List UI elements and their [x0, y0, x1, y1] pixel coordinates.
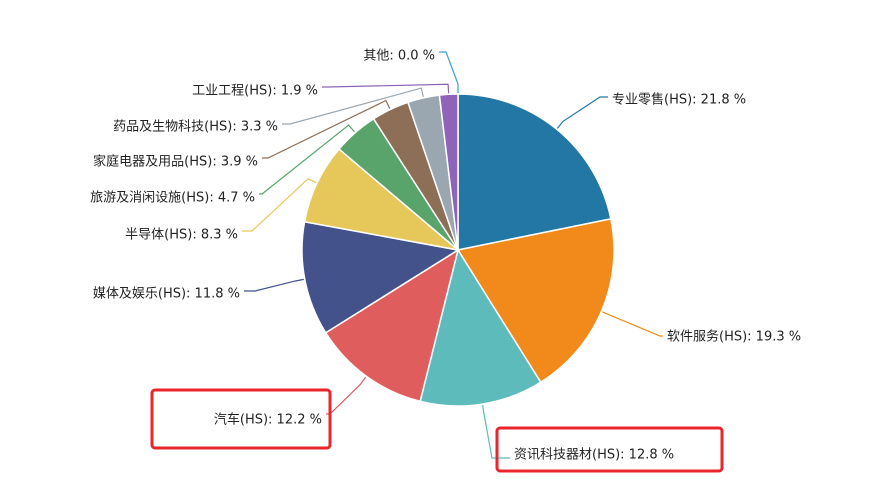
slice-label-3: 汽车(HS): 12.2 %: [214, 412, 322, 428]
slice-label-10: 其他: 0.0 %: [363, 49, 435, 64]
leader-lines: [242, 51, 663, 459]
highlight-box-0: [150, 388, 332, 450]
pie-slice-3: [324, 248, 460, 403]
slice-label-5: 半导体(HS): 8.3 %: [125, 228, 238, 243]
leader-line-0: [556, 96, 608, 129]
pie-slice-4: [301, 220, 461, 334]
leader-line-6: [259, 124, 355, 195]
slice-label-9: 工业工程(HS): 1.9 %: [192, 84, 318, 99]
leader-line-2: [482, 405, 510, 459]
slice-label-8: 药品及生物科技(HS): 3.3 %: [113, 120, 278, 135]
highlight-box-1: [495, 426, 724, 473]
leader-line-10: [439, 51, 459, 93]
slice-label-1: 软件服务(HS): 19.3 %: [667, 329, 801, 345]
highlight-boxes: [150, 388, 724, 473]
pie-slice-9: [438, 93, 459, 251]
leader-line-7: [262, 99, 391, 159]
slice-label-4: 媒体及娱乐(HS): 11.8 %: [93, 287, 240, 302]
leader-line-4: [244, 278, 304, 292]
leader-line-1: [602, 311, 663, 337]
leader-line-9: [322, 83, 450, 94]
slice-labels: 专业零售(HS): 21.8 % 软件服务(HS): 19.3 % 资讯科技器材(H…: [90, 49, 801, 463]
slice-label-2: 资讯科技器材(HS): 12.8 %: [514, 448, 674, 463]
slice-label-0: 专业零售(HS): 21.8 %: [612, 92, 746, 108]
slice-label-6: 旅游及消闲设施(HS): 4.7 %: [90, 191, 255, 206]
pie-slice-0: [457, 93, 612, 251]
leader-line-8: [282, 87, 424, 125]
slice-label-7: 家庭电器及用品(HS): 3.9 %: [93, 154, 258, 170]
leader-line-5: [242, 178, 317, 232]
leader-line-3: [326, 376, 367, 415]
pie-slice-1: [456, 217, 615, 384]
pie-slice-2: [419, 248, 542, 407]
pie-slices: [301, 93, 615, 407]
